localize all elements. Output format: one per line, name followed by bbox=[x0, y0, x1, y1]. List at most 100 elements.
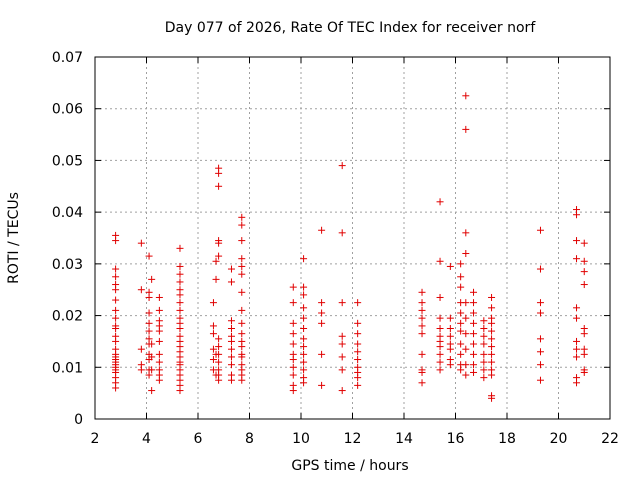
data-point bbox=[155, 337, 163, 345]
grid bbox=[95, 57, 610, 419]
data-point bbox=[289, 319, 297, 327]
data-point bbox=[536, 348, 544, 356]
data-point bbox=[457, 260, 465, 268]
data-point bbox=[462, 299, 470, 307]
data-point bbox=[462, 330, 470, 338]
data-point bbox=[580, 350, 588, 358]
data-point bbox=[536, 265, 544, 273]
data-point bbox=[112, 306, 120, 314]
data-point bbox=[457, 350, 465, 358]
data-point bbox=[536, 376, 544, 384]
data-point bbox=[289, 387, 297, 395]
data-point bbox=[176, 299, 184, 307]
data-point bbox=[573, 353, 581, 361]
data-point bbox=[112, 237, 120, 245]
data-point bbox=[338, 366, 346, 374]
data-point bbox=[462, 314, 470, 322]
data-point bbox=[215, 376, 223, 384]
data-point bbox=[436, 198, 444, 206]
data-point bbox=[338, 162, 346, 170]
y-tick-label: 0.05 bbox=[52, 153, 83, 169]
data-point bbox=[176, 387, 184, 395]
data-point bbox=[209, 330, 217, 338]
data-point bbox=[480, 366, 488, 374]
data-point bbox=[488, 343, 496, 351]
data-point bbox=[300, 343, 308, 351]
data-point bbox=[155, 293, 163, 301]
data-point bbox=[580, 268, 588, 276]
data-point bbox=[176, 278, 184, 286]
data-point bbox=[488, 350, 496, 358]
data-point bbox=[488, 327, 496, 335]
data-point bbox=[436, 366, 444, 374]
data-point bbox=[480, 340, 488, 348]
data-point bbox=[300, 314, 308, 322]
data-point bbox=[462, 125, 470, 133]
data-point bbox=[155, 327, 163, 335]
data-point bbox=[300, 335, 308, 343]
data-point bbox=[289, 371, 297, 379]
data-point bbox=[446, 332, 454, 340]
data-point bbox=[446, 361, 454, 369]
x-tick-label: 16 bbox=[447, 431, 465, 447]
data-point bbox=[318, 226, 326, 234]
y-tick-label: 0.07 bbox=[52, 50, 83, 66]
data-point bbox=[145, 327, 153, 335]
data-point bbox=[536, 309, 544, 317]
data-point bbox=[573, 211, 581, 219]
data-point bbox=[215, 252, 223, 260]
data-point bbox=[480, 350, 488, 358]
data-point bbox=[137, 366, 145, 374]
data-point bbox=[470, 288, 478, 296]
data-point bbox=[418, 288, 426, 296]
y-axis-label: ROTI / TECUs bbox=[6, 192, 22, 284]
data-point bbox=[470, 299, 478, 307]
data-point bbox=[338, 299, 346, 307]
data-point bbox=[457, 319, 465, 327]
data-point bbox=[470, 319, 478, 327]
data-point bbox=[457, 340, 465, 348]
data-point bbox=[215, 358, 223, 366]
data-point bbox=[338, 340, 346, 348]
data-point bbox=[155, 376, 163, 384]
data-point bbox=[238, 221, 246, 229]
data-point bbox=[238, 306, 246, 314]
data-point bbox=[338, 229, 346, 237]
data-point bbox=[238, 255, 246, 263]
data-point bbox=[457, 273, 465, 281]
data-point bbox=[238, 288, 246, 296]
data-point bbox=[446, 262, 454, 270]
data-point bbox=[418, 368, 426, 376]
data-point bbox=[209, 322, 217, 330]
data-point bbox=[354, 374, 362, 382]
data-point bbox=[137, 239, 145, 247]
data-point bbox=[300, 325, 308, 332]
data-point bbox=[318, 299, 326, 307]
data-point bbox=[176, 291, 184, 299]
data-point bbox=[145, 319, 153, 327]
data-point bbox=[462, 345, 470, 353]
data-point bbox=[137, 345, 145, 353]
x-tick-label: 18 bbox=[498, 431, 516, 447]
data-point bbox=[462, 229, 470, 237]
data-point bbox=[227, 353, 235, 361]
x-tick-label: 12 bbox=[344, 431, 362, 447]
data-point bbox=[436, 257, 444, 265]
data-point bbox=[418, 314, 426, 322]
data-point bbox=[318, 381, 326, 389]
data-point bbox=[446, 345, 454, 353]
data-point bbox=[215, 343, 223, 351]
data-point bbox=[215, 335, 223, 343]
data-point bbox=[112, 325, 120, 332]
data-point bbox=[457, 366, 465, 374]
data-point bbox=[227, 325, 235, 332]
data-point bbox=[300, 350, 308, 358]
data-point bbox=[338, 387, 346, 395]
data-point bbox=[215, 169, 223, 177]
data-point bbox=[354, 330, 362, 338]
data-point bbox=[488, 293, 496, 301]
data-point bbox=[488, 394, 496, 402]
data-point bbox=[289, 363, 297, 371]
data-point bbox=[354, 319, 362, 327]
